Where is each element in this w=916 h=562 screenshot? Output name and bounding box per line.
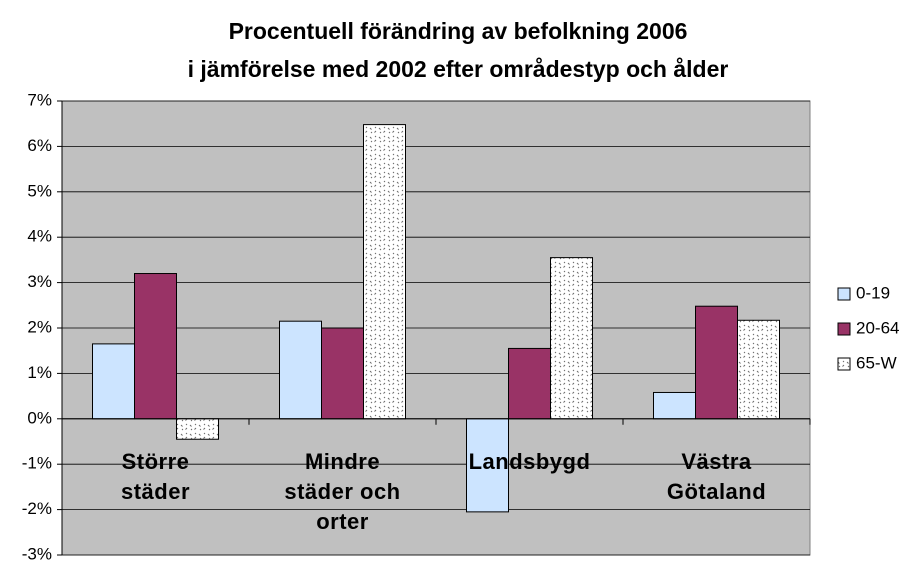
- bar: [279, 320, 322, 420]
- bar: [92, 343, 135, 420]
- legend-swatch: [837, 322, 851, 336]
- bar: [321, 327, 364, 420]
- legend-label: 65-W: [856, 353, 897, 372]
- chart-title: Procentuell förändring av befolkning 200…: [229, 18, 688, 44]
- bar: [508, 347, 551, 420]
- y-tick-label: -2%: [22, 499, 52, 518]
- y-tick-label: 7%: [27, 90, 52, 109]
- y-tick-label: 0%: [27, 408, 52, 427]
- y-tick-label: -1%: [22, 454, 52, 473]
- y-tick-label: 6%: [27, 136, 52, 155]
- legend-label: 20-64: [856, 318, 899, 337]
- bar: [134, 273, 177, 420]
- y-tick-label: -3%: [22, 544, 52, 562]
- x-tick-label: Större städer: [120, 449, 191, 504]
- bar: [550, 257, 593, 420]
- y-tick-label: 3%: [27, 272, 52, 291]
- x-tick-label: Landsbygd: [468, 449, 591, 474]
- y-tick-label: 4%: [27, 227, 52, 246]
- chart-title: i jämförelse med 2002 efter områdestyp o…: [188, 56, 729, 82]
- legend-swatch: [837, 357, 851, 371]
- legend-swatch: [837, 287, 851, 301]
- y-tick-label: 2%: [27, 317, 52, 336]
- legend-label: 0-19: [856, 283, 890, 302]
- bar: [176, 418, 219, 440]
- bar: [695, 305, 738, 420]
- bar: [363, 124, 406, 420]
- bar: [466, 418, 509, 513]
- bar: [737, 319, 780, 420]
- x-tick-label: Västra Götaland: [666, 449, 767, 504]
- y-tick-label: 5%: [27, 181, 52, 200]
- x-tick-label: Mindre städer och orter: [284, 449, 401, 534]
- bar: [653, 391, 696, 420]
- y-tick-label: 1%: [27, 363, 52, 382]
